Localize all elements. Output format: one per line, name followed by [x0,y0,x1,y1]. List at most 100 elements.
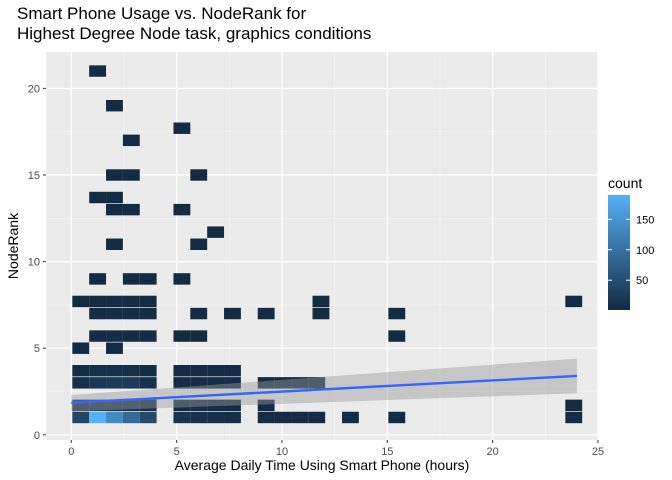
y-axis-title: NodeRank [5,212,21,279]
heatmap-tile [173,377,191,389]
heatmap-tile [122,399,140,412]
heatmap-tile [106,238,123,250]
heatmap-tile [72,399,90,412]
heatmap-tile [139,411,157,424]
heatmap-tile [224,411,241,424]
heatmap-tile [72,342,90,354]
confidence-band [71,358,577,412]
heatmap-tile [257,399,275,412]
y-tick-label: 15 [28,170,40,182]
heatmap-tile [565,399,583,412]
legend-breaks: 50 100 150 [608,214,654,287]
heatmap-tile [190,364,208,377]
heatmap-tile [291,377,309,389]
heatmap-tile [207,377,225,389]
heatmap-tile [106,99,123,112]
heatmap-tile [565,295,583,308]
heatmap-tile [106,377,123,389]
heatmap-tile [291,411,309,424]
heatmap-tile [342,411,359,424]
y-tick-label: 10 [28,257,40,269]
heatmap-tile [173,122,191,134]
heatmap-tile [207,399,225,412]
x-axis-title: Average Daily Time Using Smart Phone (ho… [175,457,470,473]
heatmap-tile [190,330,208,342]
heatmap-tile [173,330,191,342]
heatmap-tile [274,377,292,389]
x-tick-label: 15 [381,446,393,458]
heatmap-tile [89,411,107,424]
legend-break-label: 150 [636,214,654,226]
heatmap-tile [106,342,123,354]
heatmap-tile [122,203,140,216]
heatmap-tile [308,411,326,424]
heatmap-tile [190,307,208,320]
legend-break-label: 50 [636,275,648,287]
heatmap-tile [122,411,140,424]
heatmap-tile [224,364,241,377]
x-tick-label: 10 [276,446,288,458]
heatmap-tile [257,307,275,320]
x-axis: 0 5 10 15 20 25 [68,440,604,458]
heatmap-tile [312,295,330,308]
heatmap-tile [190,238,208,250]
heatmap-tile [122,377,140,389]
heatmap-tile [106,203,123,216]
heatmap-tile [122,307,140,320]
heatmap-tile [312,307,330,320]
heatmap-tile [190,411,208,424]
heatmap-tile [139,307,157,320]
heatmap-tile [190,169,208,181]
heatmap-tile [122,364,140,377]
heatmap-tile [89,295,107,308]
legend-break-label: 100 [636,245,654,257]
heatmap-tile [207,411,225,424]
heatmap-tile [388,330,406,342]
heatmap-tile [173,273,191,285]
heatmap-tile [139,377,157,389]
heatmap-tile [106,399,123,412]
x-tick-label: 0 [68,446,74,458]
heatmap-tile [139,273,157,285]
heatmap-tile [190,399,208,412]
heatmap-tile [207,226,225,238]
heatmap-tile [122,273,140,285]
heatmap-tile [308,377,326,389]
heatmap-tile [89,191,107,204]
heatmap-tile [173,411,191,424]
heatmap-tile [173,399,191,412]
heatmap-tile [207,364,225,377]
heatmap-tile [89,364,107,377]
heatmap-tile [106,169,123,181]
heatmap-tile [106,307,123,320]
heatmap-tile [565,411,583,424]
heatmap-tile [122,134,140,147]
heatmap-tile [190,377,208,389]
heatmap-tile [139,295,157,308]
heatmap-tile [89,399,107,412]
trend-layer [71,358,577,412]
heatmap-tile [173,203,191,216]
x-tick-label: 20 [487,446,499,458]
heatmap-tile [122,295,140,308]
legend-title: count [608,175,642,191]
heatmap-tiles [72,65,583,424]
heatmap-tile [173,364,191,377]
heatmap-tile [106,330,123,342]
heatmap-tile [89,377,107,389]
heatmap-tile [224,377,241,389]
heatmap-tile [72,411,90,424]
y-axis: 0 5 10 15 20 [28,83,46,442]
heatmap-tile [72,364,90,377]
heatmap-tile [139,399,157,412]
heatmap-tile [89,307,107,320]
heatmap-tile [388,307,406,320]
heatmap-tile [257,377,275,389]
heatmap-tile [89,330,107,342]
heatmap-tile [106,364,123,377]
heatmap-tile [106,411,123,424]
heatmap-tile [89,273,107,285]
heatmap-tile [257,411,275,424]
legend-colorbar [608,195,630,310]
